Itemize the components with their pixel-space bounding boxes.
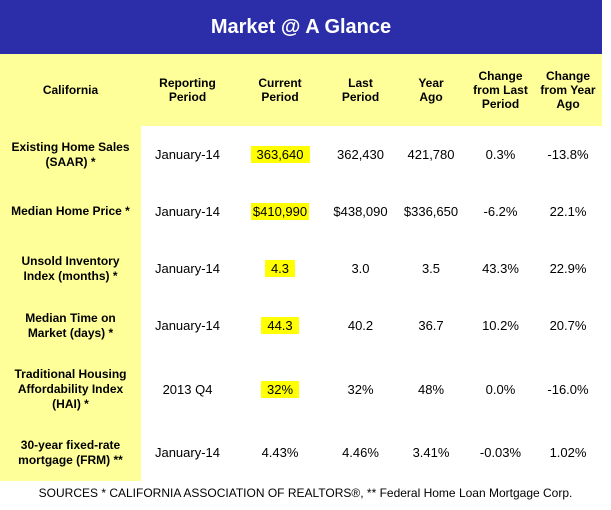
- table-row: Median Home Price * January-14 $410,990 …: [0, 183, 602, 240]
- row-label: Existing Home Sales (SAAR) *: [0, 126, 141, 183]
- market-glance-panel: Market @ A Glance California Reporting P…: [0, 0, 602, 481]
- last-value: $438,090: [326, 183, 395, 240]
- market-table: California Reporting Period Current Peri…: [0, 54, 602, 481]
- table-row: Traditional Housing Affordability Index …: [0, 354, 602, 424]
- current-value: 32%: [260, 380, 300, 398]
- column-header: Year Ago: [395, 54, 467, 126]
- table-row: Existing Home Sales (SAAR) * January-14 …: [0, 126, 602, 183]
- reporting-period: January-14: [141, 297, 234, 354]
- change-year-value: 22.9%: [534, 240, 602, 297]
- change-year-value: 1.02%: [534, 424, 602, 481]
- change-year-value: -16.0%: [534, 354, 602, 424]
- sources-footnote: SOURCES * CALIFORNIA ASSOCIATION OF REAL…: [38, 486, 573, 500]
- table-row: Median Time on Market (days) * January-1…: [0, 297, 602, 354]
- year-ago-value: $336,650: [395, 183, 467, 240]
- change-year-value: -13.8%: [534, 126, 602, 183]
- last-value: 32%: [326, 354, 395, 424]
- reporting-period: January-14: [141, 240, 234, 297]
- reporting-period: January-14: [141, 424, 234, 481]
- row-label: Traditional Housing Affordability Index …: [0, 354, 141, 424]
- year-ago-value: 3.41%: [395, 424, 467, 481]
- year-ago-value: 48%: [395, 354, 467, 424]
- column-header: Reporting Period: [141, 54, 234, 126]
- change-last-value: 0.3%: [467, 126, 534, 183]
- current-value: 4.43%: [234, 424, 326, 481]
- row-label: Median Home Price *: [0, 183, 141, 240]
- column-header: Change from Last Period: [467, 54, 534, 126]
- change-last-value: 10.2%: [467, 297, 534, 354]
- reporting-period: January-14: [141, 183, 234, 240]
- row-label: 30-year fixed-rate mortgage (FRM) **: [0, 424, 141, 481]
- change-year-value: 22.1%: [534, 183, 602, 240]
- current-value: 4.3: [264, 260, 296, 277]
- row-label: Unsold Inventory Index (months) *: [0, 240, 141, 297]
- last-value: 362,430: [326, 126, 395, 183]
- table-row: Unsold Inventory Index (months) * Januar…: [0, 240, 602, 297]
- change-year-value: 20.7%: [534, 297, 602, 354]
- row-label: Median Time on Market (days) *: [0, 297, 141, 354]
- header-row: California Reporting Period Current Peri…: [0, 54, 602, 126]
- year-ago-value: 421,780: [395, 126, 467, 183]
- last-value: 3.0: [326, 240, 395, 297]
- column-header: Last Period: [326, 54, 395, 126]
- last-value: 4.46%: [326, 424, 395, 481]
- change-last-value: 43.3%: [467, 240, 534, 297]
- page-title: Market @ A Glance: [0, 0, 602, 54]
- change-last-value: -0.03%: [467, 424, 534, 481]
- column-header: California: [0, 54, 141, 126]
- year-ago-value: 3.5: [395, 240, 467, 297]
- year-ago-value: 36.7: [395, 297, 467, 354]
- change-last-value: -6.2%: [467, 183, 534, 240]
- reporting-period: 2013 Q4: [141, 354, 234, 424]
- current-value: 363,640: [250, 146, 310, 163]
- column-header: Change from Year Ago: [534, 54, 602, 126]
- change-last-value: 0.0%: [467, 354, 534, 424]
- reporting-period: January-14: [141, 126, 234, 183]
- last-value: 40.2: [326, 297, 395, 354]
- table-row: 30-year fixed-rate mortgage (FRM) ** Jan…: [0, 424, 602, 481]
- current-value: $410,990: [250, 203, 310, 220]
- current-value: 44.3: [261, 317, 299, 334]
- column-header: Current Period: [234, 54, 326, 126]
